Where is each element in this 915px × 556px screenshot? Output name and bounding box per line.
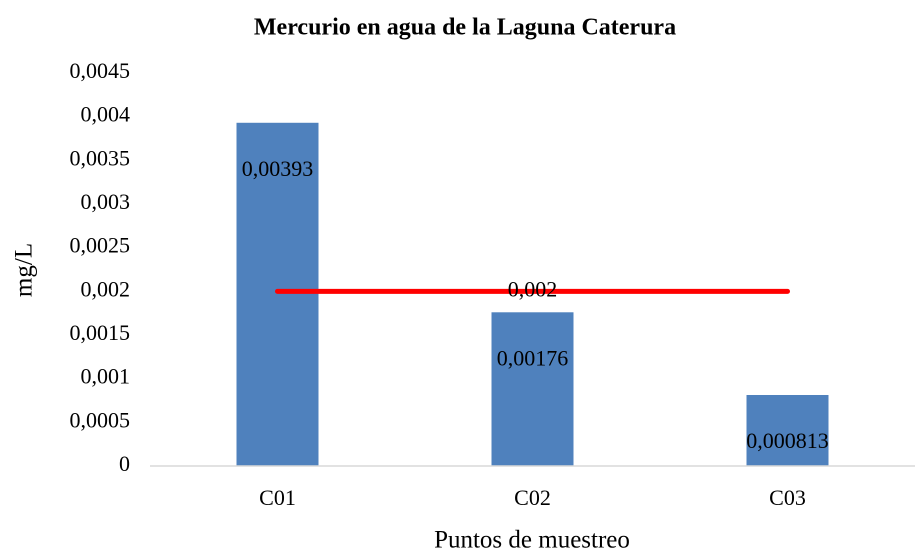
y-tick-label: 0,0005 [70,407,131,432]
y-tick-label: 0 [119,451,130,476]
x-axis-title: Puntos de muestreo [434,527,630,554]
chart-title: Mercurio en agua de la Laguna Caterura [254,15,676,41]
y-tick-label: 0,004 [81,102,131,127]
data-label: 0,000813 [746,428,829,453]
data-label: 0,00176 [497,345,569,370]
y-tick-label: 0,0035 [70,145,131,170]
bar [491,312,574,466]
data-label: 0,002 [508,276,558,301]
x-tick-label: C01 [259,485,296,510]
y-axis-title: mg/L [11,243,38,297]
bar [236,122,319,466]
x-tick-label: C02 [514,485,551,510]
y-tick-label: 0,001 [81,364,131,389]
y-tick-label: 0,0015 [70,320,131,345]
y-tick-label: 0,003 [81,189,131,214]
x-tick-label: C03 [769,485,806,510]
bar [746,394,829,466]
y-tick-label: 0,0025 [70,233,131,258]
y-tick-label: 0,0045 [70,58,131,83]
data-label: 0,00393 [242,156,314,181]
y-tick-label: 0,002 [81,276,131,301]
